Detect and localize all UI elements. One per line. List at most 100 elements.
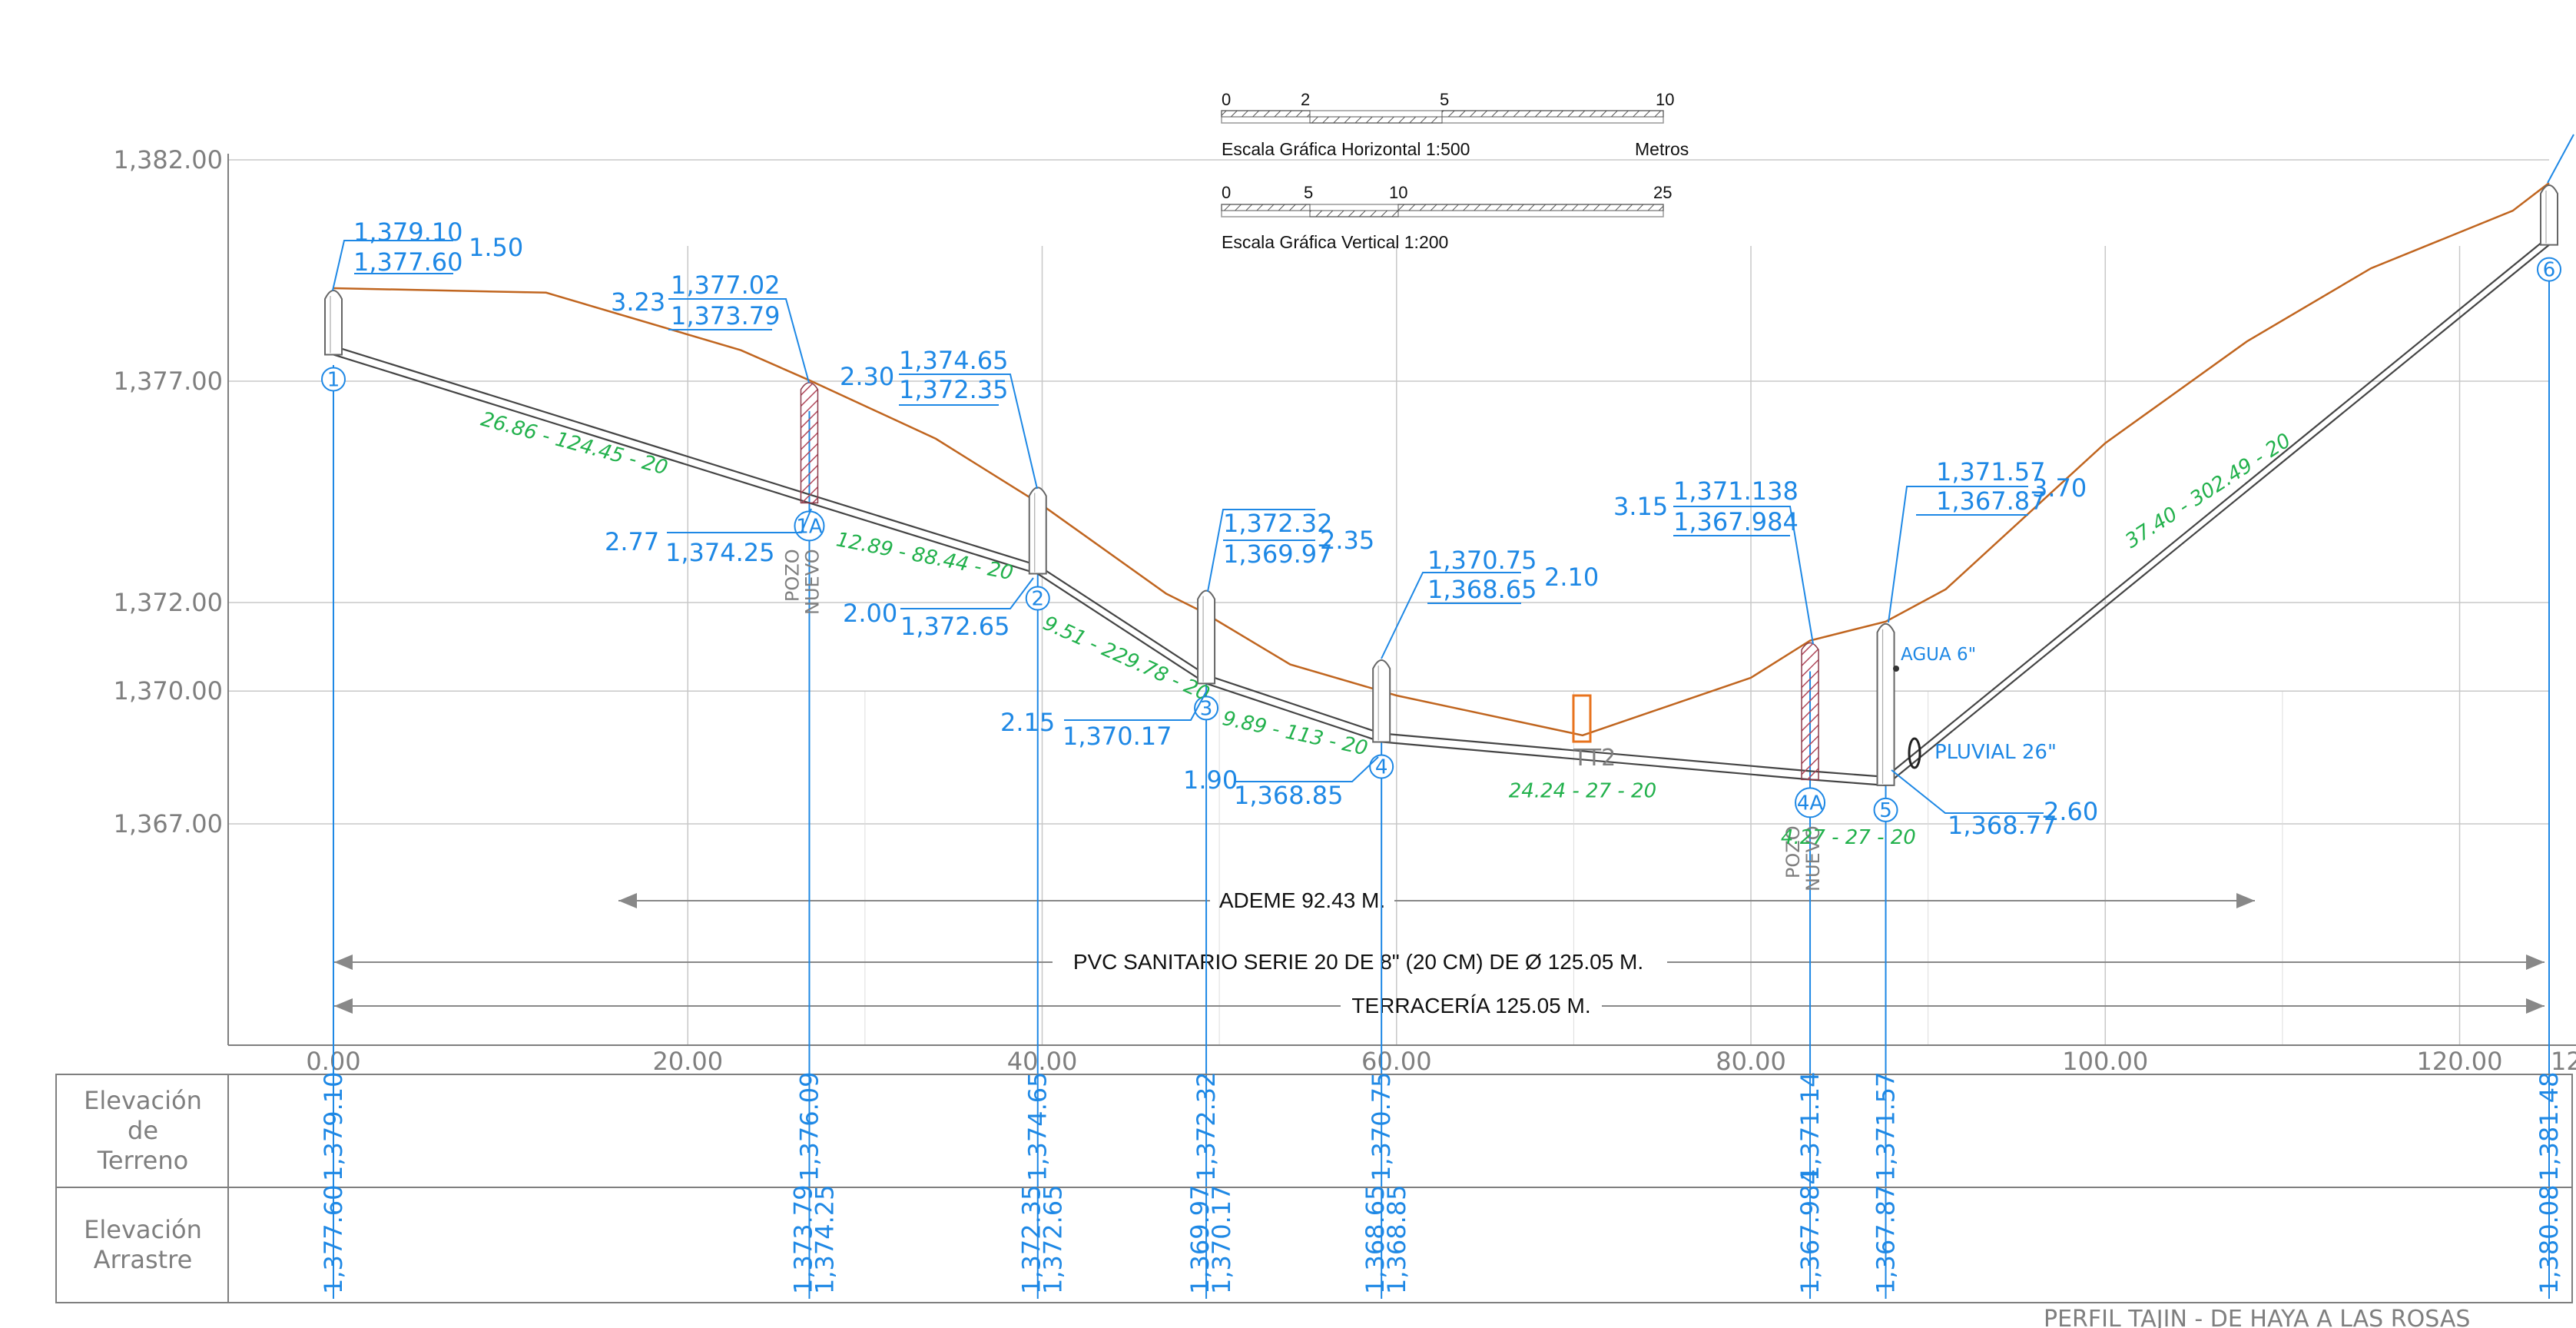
y-tick-labels: 1,382.00 1,377.00 1,372.00 1,370.00 1,367.00 xyxy=(114,145,224,838)
pvc-dimension: PVC SANITARIO SERIE 20 DE 8" (20 CM) DE … xyxy=(334,950,2545,974)
manhole-id-label: 4 xyxy=(1375,755,1388,779)
row1-label-line3: Terreno xyxy=(97,1146,188,1175)
manhole-id-label: 1 xyxy=(327,368,340,391)
m3-depth-top: 2.35 xyxy=(1320,526,1374,555)
m3-depth-low: 2.15 xyxy=(1000,708,1055,737)
row1-label-line1: Elevación xyxy=(84,1086,202,1115)
manhole-id-label: 2 xyxy=(1031,588,1044,611)
arrastre-elevation-value: 1,367.87 xyxy=(1871,1185,1901,1295)
manhole-id-circle xyxy=(1025,586,1050,611)
arrastre-elevation-value: 1,372.35 xyxy=(1017,1185,1046,1295)
horizontal-scale-bar: 0 2 5 10 Escala Gráfica Horizontal 1:500… xyxy=(1221,90,1689,159)
manhole-id-label: 3 xyxy=(1200,697,1213,720)
m1-depth: 1.50 xyxy=(469,233,523,262)
m2-top-elev: 1,374.65 xyxy=(899,346,1009,375)
m2-depth-top: 2.30 xyxy=(840,362,894,391)
annotation-manhole-1: 1,379.10 1,377.60 1.50 xyxy=(332,217,523,291)
vscale-tick-10: 10 xyxy=(1389,183,1407,202)
m1-bottom-elev: 1,377.60 xyxy=(353,247,463,277)
agua-pipe-symbol xyxy=(1893,666,1899,672)
terraceria-dimension: TERRACERÍA 125.05 M. xyxy=(334,994,2545,1018)
m5-bottom-elev: 1,367.87 xyxy=(1936,486,2046,516)
x-tick-label: 40.00 xyxy=(1007,1047,1078,1076)
manhole-id-circle xyxy=(2537,257,2561,282)
manhole-id-circle xyxy=(1795,787,1826,818)
pluvial-crossing: PLUVIAL 26" xyxy=(1908,737,2057,769)
arrastre-elevation-value: 1,370.17 xyxy=(1207,1185,1236,1295)
y-tick-label: 1,382.00 xyxy=(114,145,224,174)
vscale-tick-5: 5 xyxy=(1304,183,1313,202)
manhole-6: 6 xyxy=(2537,184,2561,282)
m4-bottom-elev: 1,368.65 xyxy=(1427,575,1537,604)
elevation-table: Elevación de Terreno Elevación Arrastre … xyxy=(55,1072,2573,1303)
pozo-nuevo-label: NUEVO xyxy=(1802,825,1824,891)
hscale-tick-2: 2 xyxy=(1301,90,1310,109)
manhole-body xyxy=(1372,659,1391,743)
manhole-body xyxy=(1876,622,1895,786)
pipe-invert-line xyxy=(333,244,2550,787)
row2-label-line2: Arrastre xyxy=(94,1245,193,1274)
x-tick-label: 60.00 xyxy=(1361,1047,1432,1076)
terreno-elevation-value: 1,374.65 xyxy=(1023,1072,1053,1182)
pozo-nuevo-label: POZO xyxy=(781,549,803,602)
arrastre-elevation-value: 1,368.65 xyxy=(1361,1185,1390,1295)
x-tick-label: 120.00 xyxy=(2417,1047,2503,1076)
pozo-nuevo-label: NUEVO xyxy=(801,549,823,615)
tt2-crossing: TT2 xyxy=(1572,694,1616,772)
manhole-6-leader xyxy=(2547,134,2574,184)
m1a-bottom-elev: 1,373.79 xyxy=(671,301,781,330)
m2-out-elev: 1,372.65 xyxy=(900,612,1010,641)
ademe-label: ADEME 92.43 M. xyxy=(1219,888,1385,912)
terreno-elevation-value: 1,371.57 xyxy=(1871,1072,1901,1182)
arrastre-elevation-value: 1,368.85 xyxy=(1382,1185,1411,1295)
m4-depth-top: 2.10 xyxy=(1544,563,1599,592)
vscale-tick-0: 0 xyxy=(1222,183,1231,202)
arrastre-elevation-value: 1,369.97 xyxy=(1185,1185,1215,1295)
agua-crossing: AGUA 6" xyxy=(1893,645,1976,672)
segment-label: 37.40 - 302.49 - 20 xyxy=(2121,429,2295,553)
manhole-id-label: 6 xyxy=(2543,259,2556,282)
m4a-bottom-elev: 1,367.984 xyxy=(1673,507,1799,536)
row1-label-line2: de xyxy=(128,1116,158,1145)
manhole-id-label: 5 xyxy=(1879,799,1892,822)
x-tick-label: 100.00 xyxy=(2062,1047,2148,1076)
segment-label: 26.86 - 124.45 - 20 xyxy=(479,408,671,480)
table-values: 1,379.10 1,376.09 1,374.65 1,372.32 1,370.75… xyxy=(319,1072,2564,1295)
annotation-manhole-4a: 3.15 1,371.138 1,367.984 xyxy=(1613,476,1814,645)
manhole-body xyxy=(324,290,343,356)
manhole-body-hatched xyxy=(1801,642,1819,781)
manhole-body xyxy=(1197,589,1216,685)
m3-bottom-elev: 1,369.97 xyxy=(1223,540,1333,569)
manhole-body xyxy=(2540,184,2558,246)
manhole-id-circle xyxy=(1369,754,1394,779)
manhole-id-circle xyxy=(321,367,346,392)
vertical-scale-bar: 0 5 10 25 Escala Gráfica Vertical 1:200 xyxy=(1221,183,1672,252)
manhole-id-label: 4A xyxy=(1797,792,1824,815)
m1a-depth-top: 3.23 xyxy=(611,287,665,317)
terreno-elevation-value: 1,370.75 xyxy=(1367,1072,1396,1182)
manhole-id-circle xyxy=(794,510,825,542)
terreno-elevation-value: 1,371.14 xyxy=(1795,1072,1825,1182)
annotation-manhole-1a: 3.23 1,377.02 1,373.79 2.77 1,374.25 xyxy=(605,271,812,567)
table-border xyxy=(55,1074,2573,1303)
hscale-label: Escala Gráfica Horizontal 1:500 xyxy=(1222,139,1470,159)
m5-out-elev: 1,368.77 xyxy=(1948,811,2057,840)
hscale-tick-10: 10 xyxy=(1656,90,1674,109)
m4-out-elev: 1,368.85 xyxy=(1234,781,1344,810)
m1-top-elev: 1,379.10 xyxy=(353,217,463,247)
hscale-units: Metros xyxy=(1635,139,1689,159)
manhole-4: 4 xyxy=(1369,659,1394,779)
manhole-body-hatched xyxy=(800,382,819,504)
terraceria-label: TERRACERÍA 125.05 M. xyxy=(1351,994,1590,1018)
manhole-5: 5 xyxy=(1873,622,1898,822)
agua-label: AGUA 6" xyxy=(1901,645,1976,665)
annotation-manhole-2: 2.30 1,374.65 1,372.35 2.00 1,372.65 xyxy=(840,346,1038,641)
m5-depth-low: 2.60 xyxy=(2044,797,2098,826)
terreno-elevation-value: 1,376.09 xyxy=(794,1072,824,1182)
segment-label: 9.51 - 229.78 - 20 xyxy=(1039,612,1213,706)
m1a-out-elev: 1,374.25 xyxy=(665,538,775,567)
